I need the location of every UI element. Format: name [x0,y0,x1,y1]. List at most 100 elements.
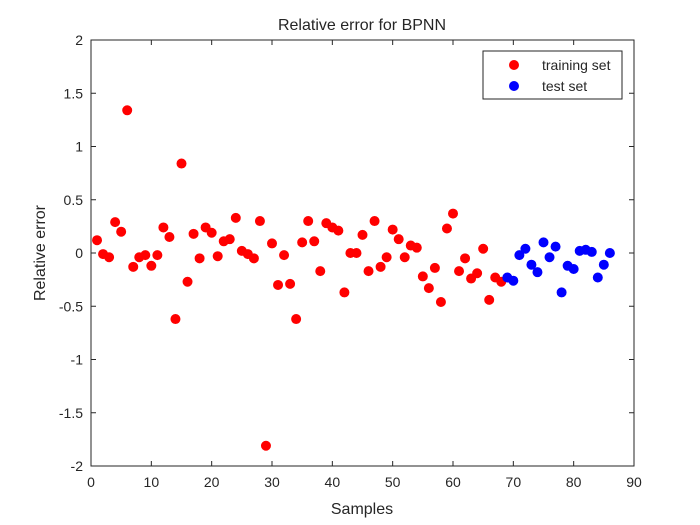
data-point-training-set [417,271,428,282]
data-point-training-set [387,224,398,235]
data-point-training-set [104,252,115,263]
data-point-training-set [303,216,314,227]
data-point-training-set [206,227,217,238]
x-tick-label: 40 [325,474,341,490]
data-point-training-set [116,226,127,237]
data-point-training-set [110,217,121,228]
data-point-training-set [194,253,205,264]
data-point-training-set [484,294,495,305]
legend-label-test-set: test set [542,78,587,94]
data-point-training-set [279,250,290,261]
data-point-training-set [128,261,139,272]
chart-title: Relative error for BPNN [278,17,446,34]
data-point-training-set [212,251,223,262]
data-point-training-set [152,250,163,261]
legend-label-training-set: training set [542,57,611,73]
data-point-training-set [429,262,440,273]
data-point-training-set [381,252,392,263]
data-point-training-set [291,314,302,325]
data-point-training-set [248,253,259,264]
data-point-training-set [369,216,380,227]
data-point-training-set [260,440,271,451]
data-point-training-set [146,260,157,271]
data-point-training-set [188,228,199,239]
x-tick-label: 20 [204,474,220,490]
data-point-test-set [526,259,537,270]
y-tick-label: 2 [75,32,83,48]
y-tick-label: -1 [71,352,84,368]
data-point-training-set [363,266,374,277]
y-tick-label: 0.5 [64,192,84,208]
data-point-training-set [224,234,235,245]
data-point-test-set [604,248,615,258]
data-points [92,105,615,451]
data-point-training-set [454,266,465,277]
x-tick-label: 50 [385,474,401,490]
data-point-training-set [140,250,151,261]
y-tick-label: 1.5 [64,85,84,101]
data-point-test-set [550,241,561,252]
data-point-training-set [297,237,308,248]
data-point-training-set [339,287,350,298]
data-point-training-set [254,216,265,227]
data-point-test-set [568,263,579,274]
data-point-training-set [267,238,277,249]
data-point-test-set [598,259,609,270]
legend-marker-test-set [509,81,519,91]
plot-area [90,39,635,467]
data-point-training-set [230,212,241,223]
data-point-training-set [393,234,404,245]
x-tick-label: 10 [144,474,160,490]
data-point-training-set [448,208,458,219]
data-point-training-set [460,253,471,264]
data-point-training-set [478,243,489,254]
data-point-training-set [375,261,386,272]
data-point-test-set [544,252,555,263]
y-tick-label: -2 [71,458,84,474]
data-point-training-set [176,158,187,169]
data-point-test-set [586,246,597,257]
data-point-training-set [399,252,410,263]
data-point-test-set [514,250,525,261]
x-tick-label: 70 [506,474,522,490]
y-tick-label: 1 [75,139,83,155]
data-point-training-set [435,296,446,307]
data-point-test-set [592,272,603,283]
data-point-training-set [315,266,326,277]
data-point-training-set [423,283,434,294]
x-tick-label: 60 [445,474,461,490]
legend-box [482,50,623,100]
data-point-training-set [122,105,133,116]
x-tick-label: 90 [626,474,642,490]
x-tick-label: 80 [566,474,582,490]
data-point-training-set [351,248,362,258]
data-point-training-set [164,232,175,243]
y-axis-ticks: 2 1.5 1 0.5 0 -0.5 -1 -1.5 -2 [59,32,634,474]
data-point-training-set [333,225,344,236]
data-point-training-set [472,268,483,279]
data-point-training-set [285,278,296,289]
x-tick-label: 0 [87,474,95,490]
data-point-training-set [441,223,452,234]
y-tick-label: 0 [75,245,83,261]
data-point-training-set [158,222,169,233]
data-point-test-set [538,237,549,248]
data-point-test-set [508,275,519,286]
data-point-training-set [273,279,284,290]
data-point-test-set [520,243,531,254]
data-point-training-set [182,276,193,287]
y-tick-label: -0.5 [59,298,83,314]
data-point-training-set [92,235,103,246]
data-point-test-set [556,287,567,298]
data-point-training-set [411,242,422,253]
data-point-training-set [309,236,320,247]
x-axis-ticks: 0 10 20 30 40 50 60 70 80 90 [87,40,642,490]
data-point-test-set [532,267,543,278]
x-axis-label: Samples [331,501,393,518]
data-point-training-set [357,229,368,240]
y-tick-label: -1.5 [59,405,83,421]
y-axis-label: Relative error [32,204,49,301]
data-point-training-set [170,314,181,325]
legend-marker-training-set [509,60,519,70]
